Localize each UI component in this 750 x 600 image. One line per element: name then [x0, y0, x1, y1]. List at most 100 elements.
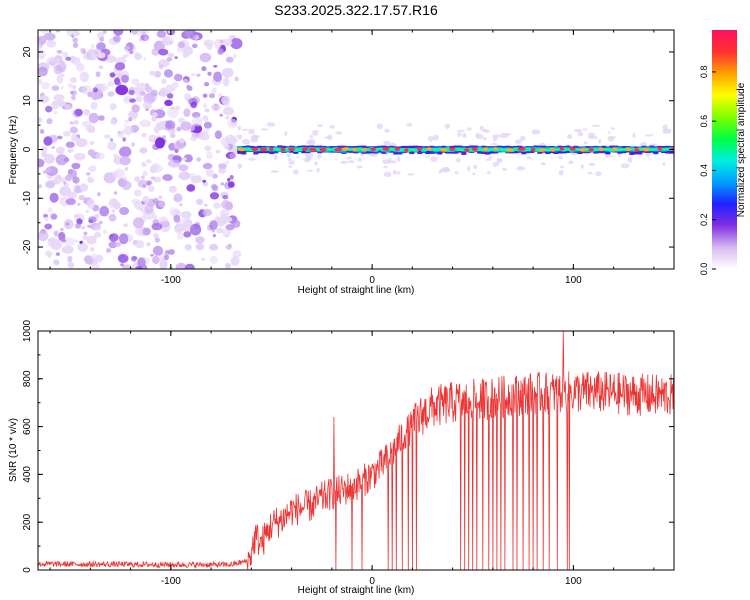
noise-blob — [107, 91, 115, 97]
noise-blob — [156, 30, 167, 38]
peak-blob — [269, 147, 274, 151]
noise-blob — [44, 223, 53, 230]
noise-blob — [114, 241, 121, 247]
signal-band-cell — [429, 148, 435, 151]
noise-blob — [225, 224, 235, 231]
colorbar-bar — [712, 30, 737, 269]
halo-blob — [645, 152, 651, 157]
noise-blob — [160, 120, 167, 126]
noise-blob — [87, 224, 92, 228]
halo-blob — [340, 160, 348, 164]
peak-blob — [642, 148, 650, 152]
noise-blob — [162, 135, 166, 139]
noise-blob — [87, 178, 95, 183]
noise-blob — [70, 91, 74, 95]
noise-blob — [151, 116, 157, 122]
halo-blob — [432, 134, 439, 141]
noise-blob — [217, 93, 223, 97]
y-tick-label: 200 — [22, 513, 33, 530]
noise-blob — [225, 116, 230, 120]
noise-blob — [212, 173, 219, 179]
noise-blob — [218, 167, 227, 174]
halo-blob — [397, 156, 401, 163]
peak-blob — [416, 147, 423, 151]
noise-blob — [203, 39, 214, 47]
noise-blob — [202, 93, 208, 98]
x-tick-label: 100 — [565, 275, 582, 286]
noise-blob — [65, 56, 72, 61]
noise-blob — [58, 231, 66, 241]
signal-band-cell — [565, 149, 571, 151]
noise-blob — [60, 86, 64, 90]
noise-blob — [45, 250, 53, 257]
signal-band-cell — [553, 148, 559, 151]
halo-blob — [485, 158, 492, 161]
snr-y-axis-label: SNR (10 * v/v) — [8, 418, 19, 482]
noise-blob — [209, 255, 218, 264]
signal-band-cell — [601, 148, 607, 150]
y-tick-label: 1000 — [22, 319, 33, 342]
noise-blob — [122, 137, 126, 142]
noise-blob — [182, 78, 189, 83]
noise-blob — [149, 70, 156, 76]
noise-blob — [45, 105, 53, 113]
peak-blob — [288, 147, 295, 151]
signal-band-cell — [265, 148, 271, 151]
noise-blob — [209, 243, 219, 251]
noise-blob — [43, 153, 56, 164]
noise-blob — [176, 232, 184, 240]
halo-blob — [251, 128, 255, 135]
heatmap-layer — [38, 30, 674, 269]
noise-blob — [216, 106, 222, 111]
signal-band-cell — [637, 148, 643, 151]
noise-blob — [72, 85, 77, 89]
noise-blob — [152, 214, 158, 220]
halo-blob — [357, 157, 363, 162]
noise-blob — [192, 116, 203, 127]
halo-blob — [444, 123, 450, 130]
noise-blob — [77, 242, 88, 252]
halo-blob — [560, 165, 565, 169]
noise-blob — [107, 141, 117, 151]
noise-blob — [92, 87, 98, 93]
halo-blob — [329, 125, 336, 129]
noise-blob — [204, 108, 210, 113]
halo-blob — [595, 171, 602, 177]
noise-blob — [63, 157, 70, 163]
noise-blob — [113, 153, 118, 158]
noise-blob — [204, 203, 208, 207]
halo-blob — [558, 155, 563, 160]
y-tick-label: 0 — [22, 567, 33, 573]
halo-blob — [573, 129, 583, 132]
halo-blob — [558, 170, 564, 176]
noise-blob — [211, 184, 219, 192]
signal-band-cell — [257, 149, 263, 151]
noise-blob — [119, 156, 131, 166]
halo-blob — [482, 137, 488, 141]
noise-blob — [158, 48, 169, 56]
halo-blob — [467, 166, 471, 172]
noise-blob — [213, 65, 218, 68]
noise-blob — [119, 146, 132, 158]
noise-blob — [114, 77, 121, 86]
noise-blob — [211, 105, 215, 110]
halo-blob — [479, 125, 484, 131]
signal-band-cell — [297, 148, 303, 151]
noise-blob — [86, 198, 95, 210]
noise-blob — [51, 85, 60, 91]
noise-blob — [191, 73, 196, 76]
noise-blob — [154, 237, 160, 243]
noise-blob — [64, 237, 75, 247]
noise-blob — [202, 115, 209, 122]
noise-blob — [202, 162, 213, 170]
noise-blob — [211, 87, 217, 94]
noise-blob — [196, 198, 204, 206]
y-tick-label: -10 — [22, 191, 33, 206]
signal-band-cell — [461, 148, 467, 151]
halo-blob — [430, 156, 438, 162]
noise-blob — [133, 217, 144, 229]
noise-blob — [196, 73, 201, 77]
signal-band-cell — [401, 148, 407, 151]
noise-blob — [162, 36, 171, 46]
